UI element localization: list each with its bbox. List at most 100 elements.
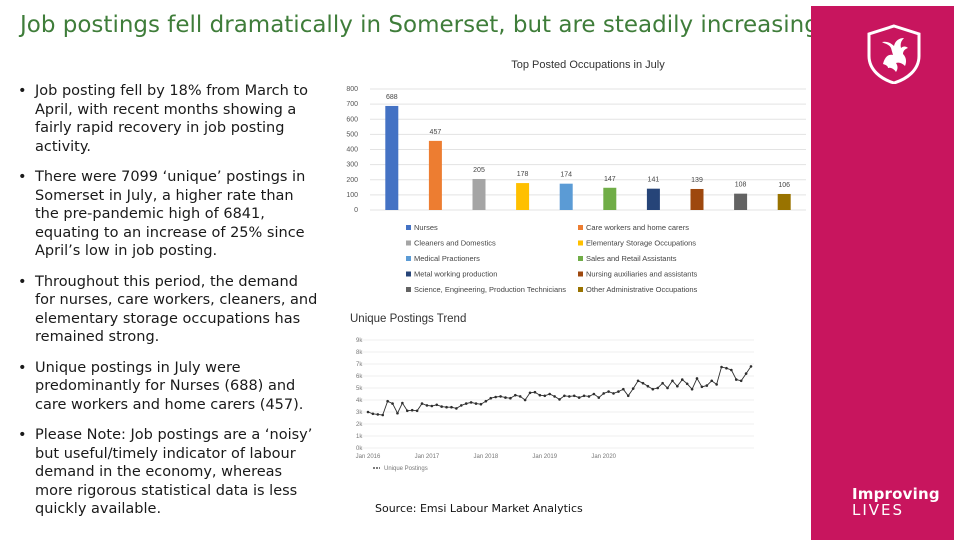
data-point — [744, 372, 748, 375]
data-label: 205 — [473, 167, 485, 174]
data-point — [371, 412, 375, 416]
legend-label: Nursing auxiliaries and assistants — [586, 270, 698, 279]
chart-title: Top Posted Occupations in July — [511, 59, 665, 71]
data-point — [440, 405, 443, 408]
somerset-dragon-crest-icon — [867, 24, 921, 84]
legend-label: Nurses — [414, 223, 438, 232]
data-point — [396, 411, 399, 415]
data-point — [445, 405, 448, 409]
data-point — [528, 391, 532, 395]
data-point — [631, 387, 635, 390]
data-point — [734, 378, 738, 381]
data-point — [494, 395, 497, 399]
source-note: Source: Emsi Labour Market Analytics — [375, 502, 583, 515]
data-point — [587, 395, 591, 398]
data-point — [749, 365, 753, 368]
bar — [472, 178, 486, 210]
bullet-text: Job posting fell by 18% from March to Ap… — [35, 83, 308, 155]
data-point — [568, 395, 571, 398]
data-point — [720, 365, 723, 369]
bullet-item: • Throughout this period, the demand for … — [18, 273, 318, 346]
data-point — [435, 403, 439, 407]
series-line — [367, 366, 752, 416]
data-point — [366, 410, 370, 414]
data-point — [464, 402, 468, 405]
legend-swatch — [578, 225, 583, 230]
data-point — [705, 384, 709, 387]
y-tick-label: 3k — [356, 410, 363, 416]
data-point — [607, 390, 610, 393]
y-tick-label: 600 — [346, 116, 358, 123]
data-point — [636, 379, 640, 383]
data-point — [553, 395, 556, 398]
data-point — [577, 396, 581, 399]
data-point — [572, 394, 576, 398]
data-label: 147 — [604, 176, 616, 183]
bullet-list: • Job posting fell by 18% from March to A… — [18, 82, 318, 531]
slide-title: Job postings fell dramatically in Somers… — [20, 12, 819, 38]
data-point — [474, 402, 478, 405]
bar — [516, 183, 530, 210]
bar — [734, 193, 748, 210]
data-point — [641, 381, 645, 385]
data-point — [401, 401, 404, 405]
x-tick-label: Jan 2020 — [591, 454, 616, 460]
y-tick-label: 2k — [356, 422, 363, 428]
y-tick-label: 300 — [346, 162, 358, 169]
data-point — [730, 368, 733, 372]
legend-label: Other Administrative Occupations — [586, 285, 698, 294]
data-point — [700, 385, 704, 389]
data-point — [563, 394, 566, 398]
data-point — [430, 404, 434, 408]
bullet-item: • Job posting fell by 18% from March to A… — [18, 83, 308, 155]
x-tick-label: Jan 2017 — [415, 454, 440, 460]
y-tick-label: 5k — [356, 386, 363, 392]
data-point — [661, 381, 664, 385]
legend-label: Cleaners and Domestics — [414, 239, 496, 248]
data-point — [425, 404, 429, 407]
bar — [428, 140, 442, 210]
data-point — [469, 401, 473, 404]
y-tick-label: 0k — [356, 446, 363, 452]
data-point — [666, 386, 669, 390]
data-label: 457 — [430, 129, 442, 136]
y-tick-label: 400 — [346, 147, 358, 154]
x-tick-label: Jan 2018 — [473, 454, 498, 460]
data-point — [548, 392, 551, 396]
legend-swatch — [578, 256, 583, 261]
y-tick-label: 800 — [346, 86, 358, 93]
data-point — [651, 387, 655, 391]
data-point — [543, 394, 547, 398]
data-point — [420, 402, 424, 405]
data-label: 688 — [386, 94, 398, 101]
legend-swatch — [578, 240, 583, 246]
data-point — [710, 379, 714, 383]
legend-label: Care workers and home carers — [586, 223, 689, 232]
data-label: 139 — [691, 177, 703, 184]
bar — [777, 193, 791, 210]
data-point — [690, 387, 694, 391]
bullet-text: Please Note: Job postings are a ‘noisy’ … — [35, 427, 313, 517]
data-point — [617, 390, 620, 393]
data-point — [518, 395, 522, 398]
data-point — [626, 394, 630, 398]
occupations-bar-chart: Top Posted Occupations in July 0 100 200 300… — [346, 59, 806, 294]
logo-line1: Improving — [852, 485, 940, 503]
data-point — [514, 393, 517, 397]
data-point — [484, 399, 488, 403]
y-tick-label: 4k — [356, 398, 363, 404]
data-point — [680, 378, 684, 381]
y-tick-label: 0 — [354, 207, 358, 214]
bullet-item: • There were 7099 ‘unique’ postings in So… — [18, 169, 306, 259]
data-point — [450, 405, 453, 409]
legend-label: Metal working production — [414, 270, 497, 279]
data-point — [533, 390, 537, 394]
data-point — [739, 379, 743, 383]
data-point — [725, 366, 728, 370]
data-point — [386, 399, 389, 403]
data-point — [489, 396, 493, 400]
data-label: 106 — [778, 182, 790, 189]
legend-swatch — [406, 225, 411, 230]
bullet-item: • Please Note: Job postings are a ‘noisy’… — [18, 427, 313, 517]
data-point — [715, 383, 718, 386]
